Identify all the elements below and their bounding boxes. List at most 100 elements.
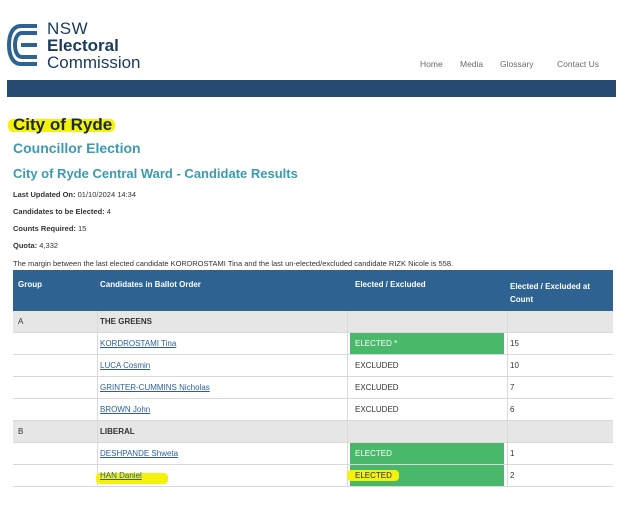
table-header: Group Candidates in Ballot Order Elected…: [13, 270, 613, 311]
status-text: EXCLUDED: [355, 383, 399, 392]
status-highlight: [347, 470, 399, 481]
counts-label: Counts Required:: [13, 224, 76, 233]
last-updated-label: Last Updated On:: [13, 190, 76, 199]
last-updated-value: 01/10/2024 14:34: [77, 190, 136, 199]
page-title: City of Ryde: [13, 115, 113, 134]
candidate-name-cell: LUCA Cosmin: [100, 355, 150, 376]
nav-contact-link[interactable]: Contact Us: [557, 59, 600, 69]
candidates-to-elect: Candidates to be Elected: 4: [13, 207, 111, 216]
nav-home-link[interactable]: Home: [420, 59, 443, 69]
table-row: GRINTER-CUMMINS Nicholas EXCLUDED 7: [13, 377, 613, 399]
candidate-link[interactable]: DESHPANDE Shweta: [100, 449, 179, 458]
party-name: THE GREENS: [100, 317, 153, 326]
column-divider: [507, 443, 508, 464]
site-header: NSW Electoral Commission Home Media Glos…: [0, 0, 625, 80]
candidate-link[interactable]: HAN Daniel: [100, 471, 142, 480]
nav-media-link[interactable]: Media: [460, 59, 484, 69]
column-divider: [347, 421, 348, 442]
column-divider: [347, 311, 348, 332]
table-row: BROWN John EXCLUDED 6: [13, 399, 613, 421]
column-divider: [347, 377, 348, 398]
candidate-link[interactable]: GRINTER-CUMMINS Nicholas: [100, 383, 210, 392]
candidate-name-cell: DESHPANDE Shweta: [100, 443, 178, 464]
candidate-link[interactable]: LUCA Cosmin: [100, 361, 151, 370]
candidate-name-cell: GRINTER-CUMMINS Nicholas: [100, 377, 210, 398]
header-status: Elected / Excluded: [355, 280, 426, 289]
header-count-line-2: Count: [510, 295, 534, 304]
status-text: ELECTED: [355, 449, 392, 458]
group-letter: A: [18, 317, 24, 326]
count-cell: 1: [510, 449, 515, 458]
title-highlight: [8, 119, 115, 132]
column-divider: [97, 399, 98, 420]
column-divider: [97, 421, 98, 442]
column-divider: [347, 443, 348, 464]
logo-line-1: NSW: [47, 19, 89, 38]
status-text: ELECTED: [355, 471, 392, 480]
candidate-link[interactable]: KORDROSTAMI Tina: [100, 339, 177, 348]
status-text: EXCLUDED: [355, 405, 399, 414]
count-cell: 2: [510, 471, 515, 480]
header-count-line-1: Elected / Excluded at: [510, 282, 591, 291]
quota: Quota: 4,332: [13, 241, 58, 250]
status-text: EXCLUDED: [355, 361, 399, 370]
table-row: LUCA Cosmin EXCLUDED 10: [13, 355, 613, 377]
page-subtitle: Councillor Election: [13, 140, 141, 156]
candidate-name-cell: KORDROSTAMI Tina: [100, 333, 176, 354]
count-cell: 7: [510, 383, 515, 392]
column-divider: [97, 355, 98, 376]
column-divider: [347, 333, 348, 354]
logo-text: NSW Electoral Commission: [47, 20, 141, 71]
elected-status: ELECTED *: [350, 333, 504, 354]
counts-required: Counts Required: 15: [13, 224, 86, 233]
excluded-status: EXCLUDED: [350, 355, 509, 376]
nav-glossary-link[interactable]: Glossary: [500, 59, 534, 69]
count-cell: 10: [510, 361, 519, 370]
navigation-bar: [7, 80, 616, 97]
column-divider: [507, 465, 508, 486]
party-name: LIBERAL: [100, 427, 135, 436]
nsw-electoral-commission-logo[interactable]: NSW Electoral Commission: [7, 20, 167, 71]
logo-e-mark-icon: [7, 24, 37, 66]
count-cell: 6: [510, 405, 515, 414]
column-divider: [507, 355, 508, 376]
margin-note: The margin between the last elected cand…: [13, 259, 454, 268]
count-cell: 15: [510, 339, 519, 348]
ward-title: City of Ryde Central Ward - Candidate Re…: [13, 166, 298, 181]
counts-value: 15: [78, 224, 87, 233]
group-letter: B: [18, 427, 24, 436]
column-divider: [347, 399, 348, 420]
column-divider: [97, 311, 98, 332]
elected-status: ELECTED: [347, 465, 504, 486]
candidate-highlight: [96, 473, 168, 484]
table-row: KORDROSTAMI Tina ELECTED * 15: [13, 333, 613, 355]
elected-status: ELECTED: [350, 443, 504, 464]
logo-line-2: Electoral: [47, 36, 119, 55]
quota-value: 4,332: [39, 241, 59, 250]
header-count: Elected / Excluded at Count: [510, 280, 590, 306]
candidate-link[interactable]: BROWN John: [100, 405, 151, 414]
column-divider: [97, 333, 98, 354]
excluded-status: EXCLUDED: [350, 377, 509, 398]
to-elect-value: 4: [106, 207, 111, 216]
column-divider: [507, 333, 508, 354]
excluded-status: EXCLUDED: [350, 399, 509, 420]
group-row: B LIBERAL: [13, 421, 613, 443]
candidate-name-cell: HAN Daniel: [100, 465, 142, 486]
column-divider: [347, 355, 348, 376]
header-group: Group: [18, 280, 42, 289]
header-candidates: Candidates in Ballot Order: [100, 280, 201, 289]
column-divider: [507, 311, 508, 332]
to-elect-label: Candidates to be Elected:: [13, 207, 105, 216]
candidate-name-cell: BROWN John: [100, 399, 150, 420]
column-divider: [507, 399, 508, 420]
column-divider: [97, 377, 98, 398]
group-row: A THE GREENS: [13, 311, 613, 333]
quota-label: Quota:: [13, 241, 38, 250]
column-divider: [507, 421, 508, 442]
table-row: HAN Daniel ELECTED 2: [13, 465, 613, 487]
table-row: DESHPANDE Shweta ELECTED 1: [13, 443, 613, 465]
column-divider: [97, 443, 98, 464]
status-text: ELECTED *: [355, 339, 398, 348]
logo-line-3: Commission: [47, 53, 141, 72]
